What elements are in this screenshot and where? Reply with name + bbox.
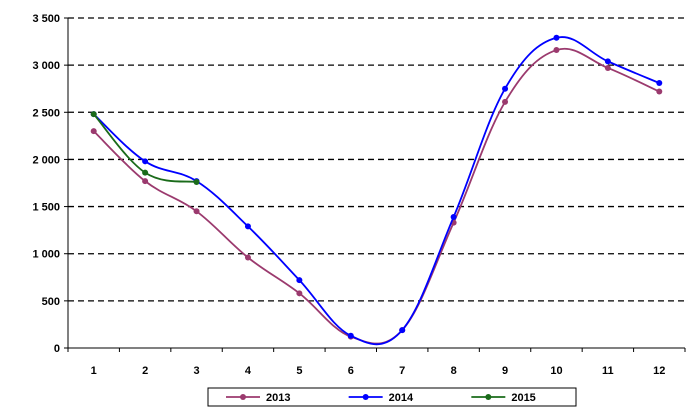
x-tick-label-12: 12 xyxy=(653,365,665,377)
point-2014-12 xyxy=(656,80,663,87)
legend-box xyxy=(207,387,577,407)
y-tick-label-0: 0 xyxy=(54,343,60,355)
y-tick-labels: 0 500 1 000 1 500 2 000 2 500 3 000 3 500 xyxy=(32,13,60,355)
x-tick-label-9: 9 xyxy=(502,365,508,377)
point-2014-6 xyxy=(347,332,354,339)
point-2014-8 xyxy=(450,213,457,220)
point-2013-12 xyxy=(656,88,663,95)
grid-lines xyxy=(68,17,685,302)
y-tick-label-2000: 2 000 xyxy=(32,154,60,166)
x-tick-labels: 1 2 3 4 5 6 7 8 9 10 11 12 xyxy=(91,365,666,377)
series-2013 xyxy=(90,47,663,345)
series-2015 xyxy=(90,111,200,186)
x-tick-label-1: 1 xyxy=(91,365,97,377)
x-tick-label-5: 5 xyxy=(296,365,302,377)
x-tick-label-3: 3 xyxy=(193,365,199,377)
series-line-2014 xyxy=(93,36,660,346)
series-line-2013 xyxy=(93,47,660,345)
point-2013-4 xyxy=(244,254,251,261)
point-2013-11 xyxy=(604,64,611,71)
x-tick-label-2: 2 xyxy=(142,365,148,377)
legend-marker-2014 xyxy=(362,394,369,400)
legend: 2013 2014 2015 xyxy=(207,387,577,407)
legend-marker-2015 xyxy=(485,394,492,400)
y-tick-label-3500: 3 500 xyxy=(32,13,60,25)
x-tick-label-7: 7 xyxy=(399,365,405,377)
y-tick-label-1500: 1 500 xyxy=(32,202,60,214)
y-tick-label-500: 500 xyxy=(42,296,60,308)
legend-label-2015: 2015 xyxy=(511,392,535,404)
x-tick-label-4: 4 xyxy=(245,365,252,377)
legend-item-2014: 2014 xyxy=(348,392,414,404)
point-2015-1 xyxy=(90,111,97,118)
legend-label-2013: 2013 xyxy=(266,392,290,404)
point-2015-2 xyxy=(142,169,149,176)
point-2014-5 xyxy=(296,277,303,284)
x-tick-label-8: 8 xyxy=(451,365,457,377)
legend-marker-2013 xyxy=(240,394,246,400)
legend-item-2013: 2013 xyxy=(226,392,290,404)
series-2014 xyxy=(90,34,663,346)
point-2014-7 xyxy=(399,327,406,334)
point-2014-4 xyxy=(244,223,251,230)
series-lines xyxy=(90,34,663,346)
legend-label-2014: 2014 xyxy=(389,392,414,404)
y-tick-label-2500: 2 500 xyxy=(32,107,60,119)
point-2013-9 xyxy=(502,98,509,105)
y-tick-label-1000: 1 000 xyxy=(32,249,60,261)
point-2013-3 xyxy=(193,208,200,215)
point-2014-10 xyxy=(553,34,560,41)
point-2013-2 xyxy=(142,178,149,185)
x-tick-label-6: 6 xyxy=(348,365,354,377)
point-2014-9 xyxy=(502,85,509,92)
point-2014-11 xyxy=(604,58,611,65)
point-2013-5 xyxy=(296,290,303,297)
point-2013-10 xyxy=(553,47,560,54)
axes xyxy=(64,17,686,352)
point-2014-2 xyxy=(142,158,149,165)
point-2013-1 xyxy=(90,128,97,135)
legend-item-2015: 2015 xyxy=(471,392,536,404)
y-tick-label-3000: 3 000 xyxy=(32,60,60,72)
x-tick-label-11: 11 xyxy=(602,365,614,377)
point-2015-3 xyxy=(193,179,200,186)
x-tick-label-10: 10 xyxy=(550,365,562,377)
